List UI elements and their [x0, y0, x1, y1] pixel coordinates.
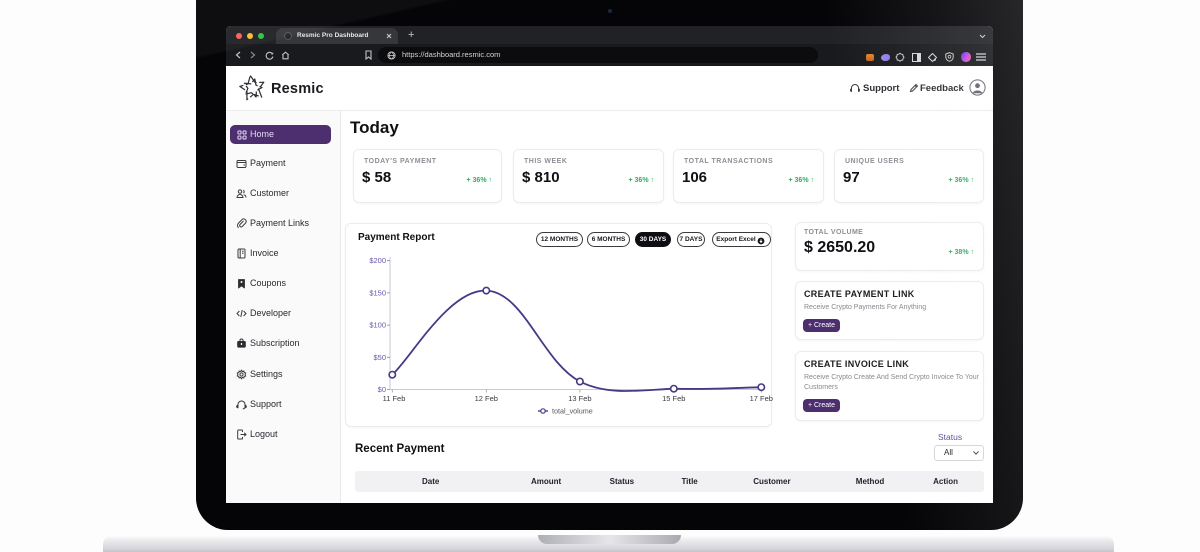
- svg-text:total_volume: total_volume: [552, 407, 593, 416]
- svg-text:$200: $200: [369, 256, 386, 265]
- svg-text:13 Feb: 13 Feb: [568, 394, 591, 403]
- svg-text:15 Feb: 15 Feb: [662, 394, 685, 403]
- svg-text:$150: $150: [369, 288, 386, 297]
- svg-text:12 Feb: 12 Feb: [475, 394, 498, 403]
- svg-text:17 Feb: 17 Feb: [750, 394, 773, 403]
- svg-text:11 Feb: 11 Feb: [383, 394, 406, 403]
- svg-text:$100: $100: [369, 321, 386, 330]
- svg-text:$0: $0: [378, 385, 386, 394]
- svg-text:$50: $50: [373, 353, 386, 362]
